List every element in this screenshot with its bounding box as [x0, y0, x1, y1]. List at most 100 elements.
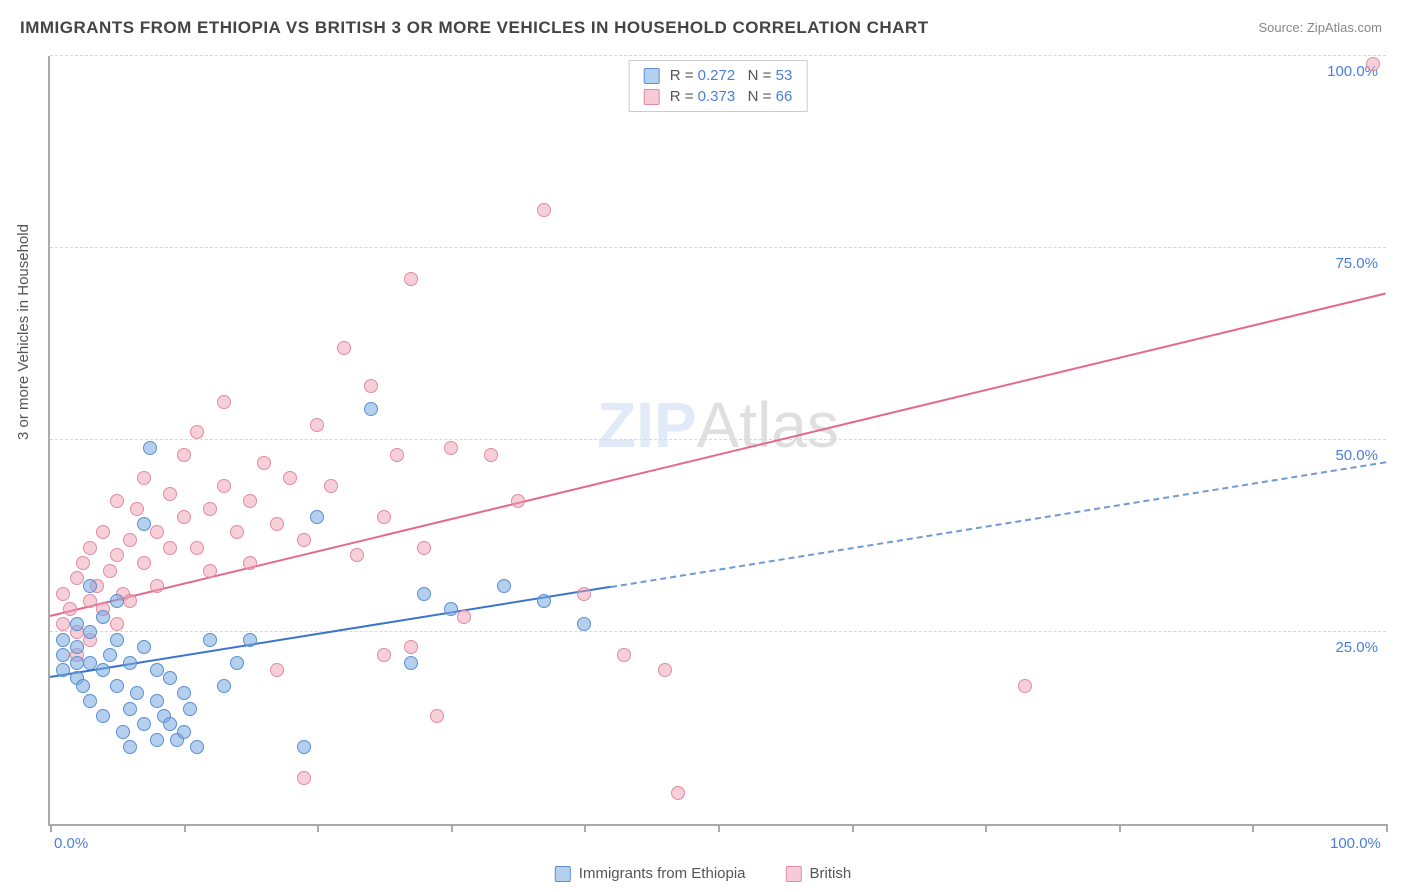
data-point: [537, 594, 551, 608]
data-point: [217, 479, 231, 493]
data-point: [511, 494, 525, 508]
data-point: [130, 502, 144, 516]
data-point: [150, 525, 164, 539]
data-point: [150, 733, 164, 747]
x-tick: [718, 824, 720, 832]
data-point: [377, 648, 391, 662]
data-point: [497, 579, 511, 593]
data-point: [364, 402, 378, 416]
x-tick: [317, 824, 319, 832]
data-point: [417, 587, 431, 601]
data-point: [130, 686, 144, 700]
data-point: [1018, 679, 1032, 693]
swatch-blue-icon: [555, 866, 571, 882]
data-point: [123, 533, 137, 547]
data-point: [56, 663, 70, 677]
data-point: [137, 556, 151, 570]
x-tick: [50, 824, 52, 832]
data-point: [577, 617, 591, 631]
data-point: [537, 203, 551, 217]
data-point: [243, 494, 257, 508]
data-point: [63, 602, 77, 616]
data-point: [96, 525, 110, 539]
data-point: [137, 471, 151, 485]
x-tick: [184, 824, 186, 832]
data-point: [444, 441, 458, 455]
y-tick-label: 50.0%: [1335, 447, 1378, 464]
data-point: [183, 702, 197, 716]
data-point: [83, 579, 97, 593]
legend-row-blue: R = 0.272 N = 53: [644, 65, 793, 86]
data-point: [103, 564, 117, 578]
data-point: [404, 272, 418, 286]
data-point: [70, 656, 84, 670]
x-tick: [584, 824, 586, 832]
data-point: [70, 571, 84, 585]
x-tick-label: 0.0%: [54, 835, 88, 852]
x-tick: [852, 824, 854, 832]
data-point: [297, 533, 311, 547]
gridline: [50, 439, 1386, 440]
data-point: [83, 594, 97, 608]
data-point: [76, 679, 90, 693]
data-point: [310, 510, 324, 524]
data-point: [1366, 57, 1380, 71]
data-point: [137, 640, 151, 654]
data-point: [123, 656, 137, 670]
data-point: [337, 341, 351, 355]
data-point: [56, 587, 70, 601]
data-point: [56, 633, 70, 647]
x-tick: [985, 824, 987, 832]
data-point: [83, 625, 97, 639]
data-point: [70, 617, 84, 631]
data-point: [110, 633, 124, 647]
y-axis-label: 3 or more Vehicles in Household: [15, 224, 32, 440]
swatch-pink-icon: [644, 89, 660, 105]
data-point: [123, 740, 137, 754]
data-point: [56, 617, 70, 631]
swatch-blue-icon: [644, 68, 660, 84]
chart-title: IMMIGRANTS FROM ETHIOPIA VS BRITISH 3 OR…: [20, 18, 929, 38]
data-point: [310, 418, 324, 432]
data-point: [116, 725, 130, 739]
data-point: [110, 617, 124, 631]
trend-line: [611, 461, 1386, 588]
data-point: [150, 579, 164, 593]
data-point: [137, 717, 151, 731]
data-point: [177, 725, 191, 739]
data-point: [96, 709, 110, 723]
data-point: [150, 694, 164, 708]
data-point: [177, 448, 191, 462]
data-point: [103, 648, 117, 662]
data-point: [377, 510, 391, 524]
data-point: [404, 656, 418, 670]
data-point: [230, 525, 244, 539]
data-point: [364, 379, 378, 393]
watermark: ZIPAtlas: [597, 388, 839, 462]
data-point: [137, 517, 151, 531]
y-tick-label: 75.0%: [1335, 255, 1378, 272]
legend-row-pink: R = 0.373 N = 66: [644, 86, 793, 107]
data-point: [350, 548, 364, 562]
data-point: [617, 648, 631, 662]
gridline: [50, 247, 1386, 248]
data-point: [83, 694, 97, 708]
data-point: [110, 594, 124, 608]
correlation-legend: R = 0.272 N = 53 R = 0.373 N = 66: [629, 60, 808, 112]
data-point: [404, 640, 418, 654]
x-tick: [1386, 824, 1388, 832]
source-label: Source: ZipAtlas.com: [1258, 20, 1382, 35]
legend-item-blue: Immigrants from Ethiopia: [555, 865, 746, 882]
x-tick: [451, 824, 453, 832]
data-point: [163, 717, 177, 731]
data-point: [257, 456, 271, 470]
data-point: [110, 548, 124, 562]
data-point: [56, 648, 70, 662]
data-point: [671, 786, 685, 800]
data-point: [217, 395, 231, 409]
data-point: [390, 448, 404, 462]
series-legend: Immigrants from Ethiopia British: [555, 865, 851, 882]
data-point: [444, 602, 458, 616]
data-point: [177, 510, 191, 524]
data-point: [190, 541, 204, 555]
